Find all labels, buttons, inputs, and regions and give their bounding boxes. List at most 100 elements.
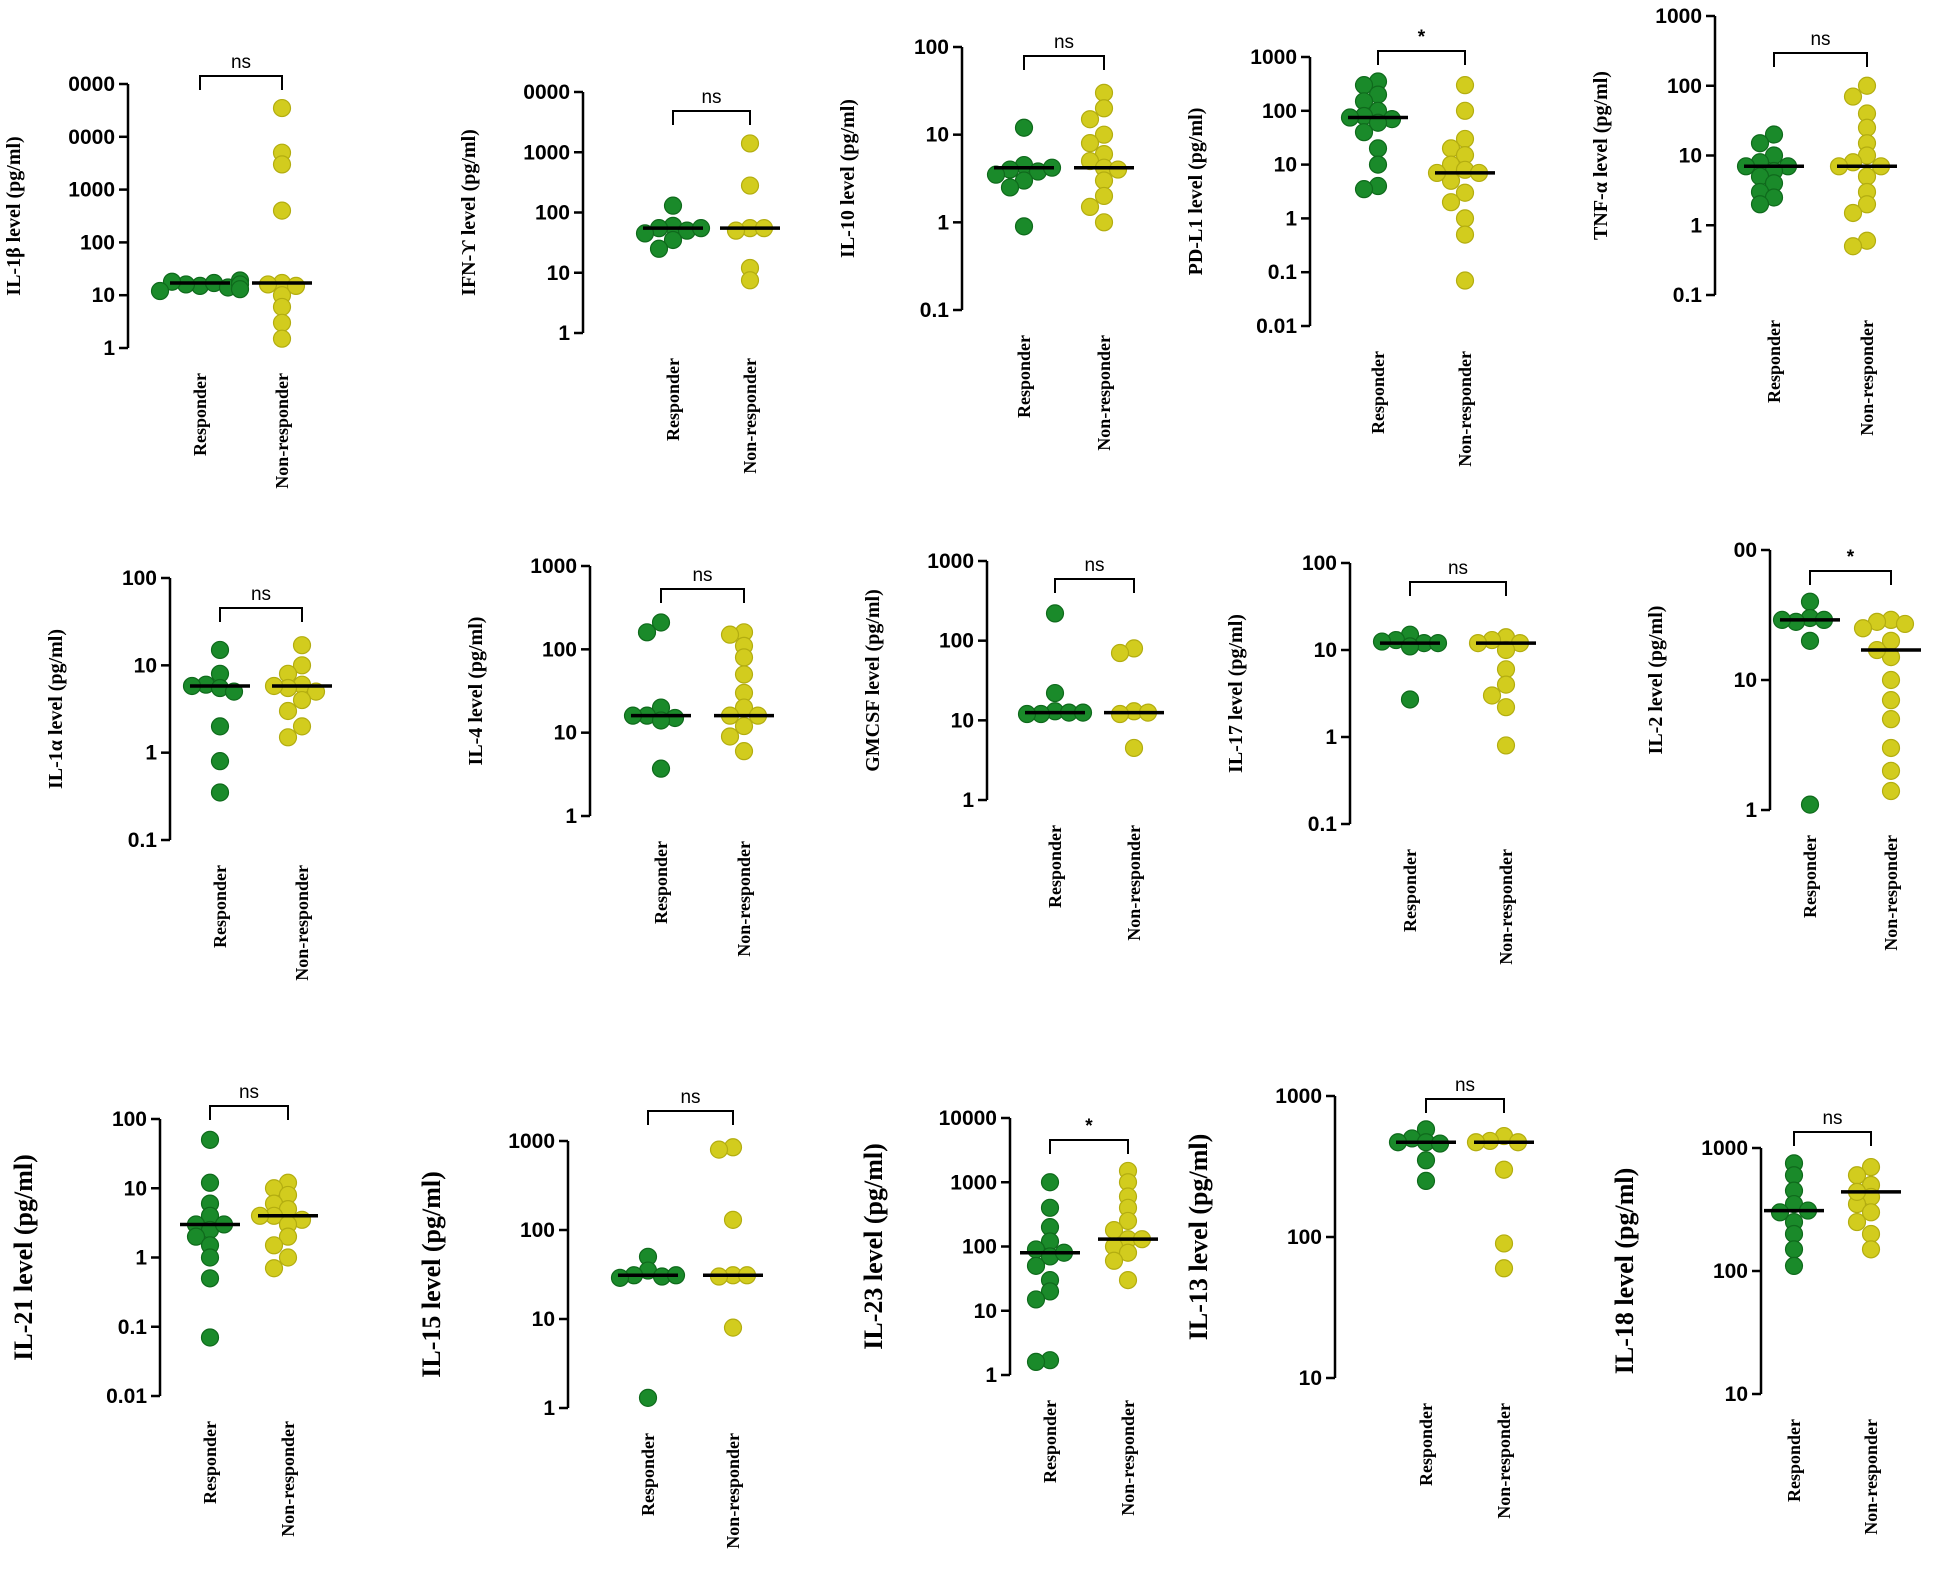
data-point — [1857, 195, 1877, 214]
data-point — [272, 329, 292, 348]
y-tick-label: 1 — [565, 805, 577, 828]
y-tick-label: 1 — [543, 1397, 555, 1420]
data-point — [278, 701, 298, 721]
y-axis-title: IL-17 level (pg/ml) — [1225, 614, 1247, 773]
data-point — [723, 1318, 743, 1337]
x-category-label: Non-responder — [278, 1421, 298, 1537]
y-tick-label: 10000 — [939, 1107, 997, 1130]
data-point — [1853, 619, 1873, 638]
significance-label: ns — [1455, 1075, 1475, 1096]
data-point — [1494, 1234, 1514, 1253]
x-category-label: Non-responder — [1881, 835, 1901, 951]
significance-label: ns — [251, 584, 271, 605]
data-point — [200, 1173, 220, 1192]
data-point — [272, 313, 292, 332]
y-tick-label: 10 — [134, 654, 157, 677]
data-point — [1482, 686, 1502, 705]
data-point — [1861, 1157, 1881, 1177]
data-point — [210, 783, 230, 802]
y-tick-label: 0.1 — [1268, 261, 1298, 284]
y-tick-label: 1000 — [1655, 5, 1702, 28]
data-point — [1455, 209, 1475, 228]
data-point — [734, 716, 754, 736]
significance-label: ns — [1822, 1108, 1842, 1129]
x-category-label: Responder — [1400, 849, 1420, 932]
x-category-label: Non-responder — [1496, 849, 1516, 965]
y-tick-label: 1000 — [530, 555, 577, 578]
data-point — [1784, 1224, 1804, 1244]
y-tick-label: 100 — [1667, 75, 1702, 98]
data-point — [272, 155, 292, 174]
y-tick-label: 100 — [122, 567, 157, 590]
data-point — [1400, 637, 1420, 656]
data-point — [709, 1140, 729, 1159]
data-point — [278, 1227, 298, 1246]
chart-panel: 0.1 1 10 100 1000 TNF-α level (pg/ml) Responde… — [1590, 5, 1897, 436]
significance-bracket — [1793, 1131, 1872, 1146]
data-point — [734, 665, 754, 684]
data-point — [734, 648, 754, 667]
y-axis-title: IL-4 level (pg/ml) — [465, 617, 487, 766]
y-tick-label: 1 — [135, 1247, 147, 1270]
significance-bracket — [1773, 52, 1868, 67]
data-point — [1108, 160, 1128, 179]
x-category-label: Responder — [651, 841, 671, 924]
data-point — [1881, 761, 1901, 780]
significance-bracket — [1809, 570, 1892, 585]
data-point — [1080, 197, 1100, 216]
data-point — [1881, 710, 1901, 729]
data-point — [1040, 1173, 1060, 1192]
data-point — [1496, 736, 1516, 755]
significance-label: * — [1847, 547, 1855, 568]
data-point — [651, 613, 671, 632]
y-tick-label: 1000 — [927, 550, 974, 573]
data-point — [1881, 781, 1901, 801]
x-category-label: Non-responder — [740, 358, 760, 474]
x-category-label: Responder — [663, 358, 683, 441]
y-tick-label: 00 — [1734, 539, 1757, 562]
data-point — [1861, 1224, 1881, 1244]
data-point — [278, 1248, 298, 1267]
significance-label: ns — [680, 1087, 700, 1108]
y-tick-label: 100 — [520, 1219, 555, 1242]
x-category-label: Responder — [1800, 835, 1820, 918]
data-point — [1368, 139, 1388, 158]
y-axis-title: IFN-ϒ level (pg/ml) — [458, 129, 480, 296]
y-tick-label: 1 — [1285, 207, 1297, 230]
y-tick-label: 1000 — [68, 179, 115, 202]
data-point — [1441, 193, 1461, 212]
y-axis-title: PD-L1 level (pg/ml) — [1185, 108, 1207, 276]
data-point — [1080, 110, 1100, 129]
data-point — [292, 636, 312, 655]
x-category-label: Responder — [210, 865, 230, 948]
data-point — [720, 625, 740, 644]
chart-panel: 1 10 00 IL-2 level (pg/ml) Responder Non-resp… — [1645, 539, 1921, 951]
data-point — [1494, 1160, 1514, 1179]
x-category-label: Responder — [1040, 1400, 1060, 1483]
data-point — [734, 742, 754, 761]
data-point — [272, 201, 292, 220]
y-tick-label: 10 — [92, 284, 115, 307]
data-point — [1800, 631, 1820, 650]
x-category-label: Non-responder — [723, 1433, 743, 1549]
data-point — [1764, 125, 1784, 144]
data-point — [1455, 76, 1475, 95]
data-point — [1881, 738, 1901, 758]
data-point — [1416, 1151, 1436, 1170]
y-tick-label: 10 — [1314, 639, 1337, 662]
x-category-label: Responder — [1764, 320, 1784, 403]
data-point — [292, 656, 312, 675]
data-point — [1496, 660, 1516, 679]
data-point — [1118, 1243, 1138, 1262]
data-point — [740, 176, 760, 195]
x-category-label: Non-responder — [1494, 1403, 1514, 1519]
data-point — [1110, 643, 1130, 663]
data-point — [1045, 683, 1065, 703]
significance-label: ns — [239, 1082, 259, 1103]
data-point — [200, 1130, 220, 1149]
data-point — [726, 221, 746, 240]
y-tick-label: 10 — [1725, 1383, 1748, 1406]
data-point — [663, 230, 683, 250]
chart-panel: 0.01 0.1 1 10 100 1000 PD-L1 level (pg/ml) Resp… — [1185, 27, 1495, 467]
y-tick-label: 1000 — [523, 141, 570, 164]
